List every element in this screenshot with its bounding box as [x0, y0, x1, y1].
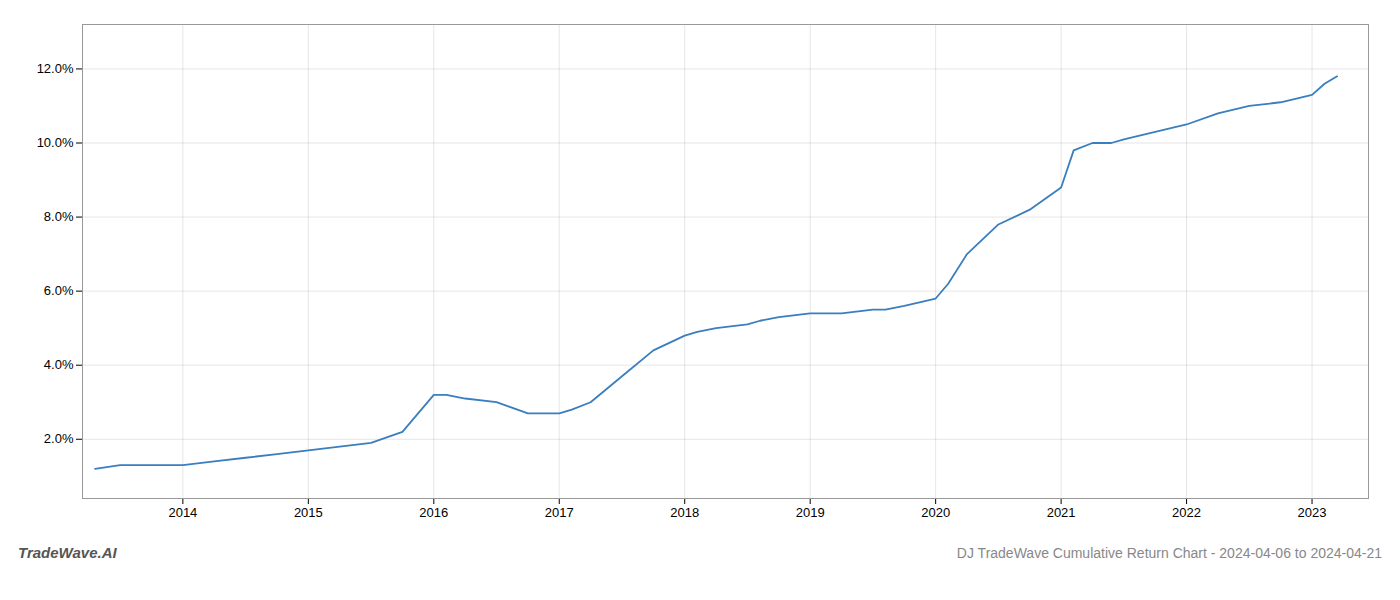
svg-text:2016: 2016 [419, 505, 448, 520]
svg-text:2.0%: 2.0% [44, 431, 74, 446]
html-text:DJ TradeWave Cumulative Return: DJ TradeWave Cumulative Return Chart - 2… [956, 545, 1382, 561]
svg-text:2021: 2021 [1047, 505, 1076, 520]
svg-text:12.0%: 12.0% [37, 61, 74, 76]
svg-text:2020: 2020 [921, 505, 950, 520]
svg-text:2023: 2023 [1298, 505, 1327, 520]
svg-text:4.0%: 4.0% [44, 357, 74, 372]
svg-text:2015: 2015 [294, 505, 323, 520]
svg-text:2019: 2019 [796, 505, 825, 520]
html-text:TradeWave.AI: TradeWave.AI [18, 544, 117, 561]
svg-text:2022: 2022 [1172, 505, 1201, 520]
svg-text:2018: 2018 [670, 505, 699, 520]
svg-text:6.0%: 6.0% [44, 283, 74, 298]
svg-text:2014: 2014 [168, 505, 197, 520]
svg-text:8.0%: 8.0% [44, 209, 74, 224]
svg-text:10.0%: 10.0% [37, 135, 74, 150]
svg-text:2017: 2017 [545, 505, 574, 520]
